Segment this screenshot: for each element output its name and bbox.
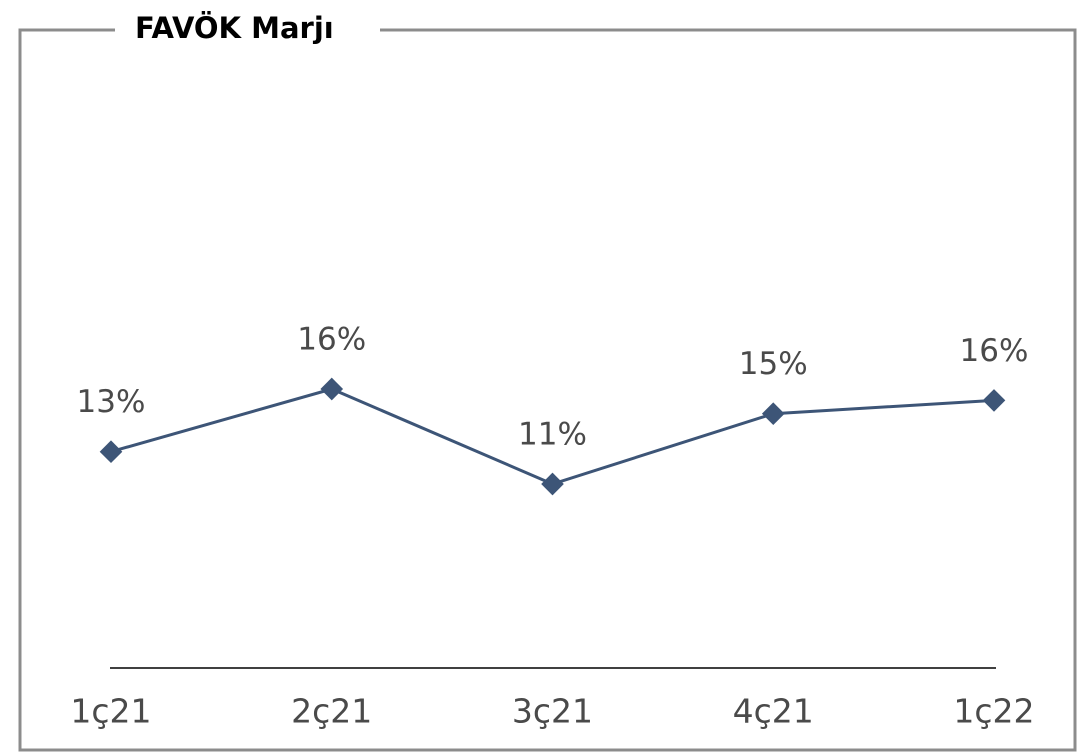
x-tick-label: 3ç21 xyxy=(512,692,593,731)
marker xyxy=(99,440,123,464)
value-label: 11% xyxy=(518,417,587,453)
x-tick-label: 1ç22 xyxy=(953,692,1034,731)
marker xyxy=(541,472,564,496)
value-label: 16% xyxy=(960,333,1029,369)
x-tick-label: 1ç21 xyxy=(70,692,151,731)
marker xyxy=(320,377,344,401)
value-label: 15% xyxy=(739,346,808,382)
x-tick-label: 2ç21 xyxy=(291,692,372,731)
x-tick-label: 4ç21 xyxy=(733,692,814,731)
value-label: 16% xyxy=(297,322,366,358)
value-label: 13% xyxy=(77,384,146,420)
marker xyxy=(982,389,1006,412)
chart-title: FAVÖK Marjı xyxy=(135,11,334,45)
frame xyxy=(18,28,1077,752)
marker xyxy=(761,402,785,426)
